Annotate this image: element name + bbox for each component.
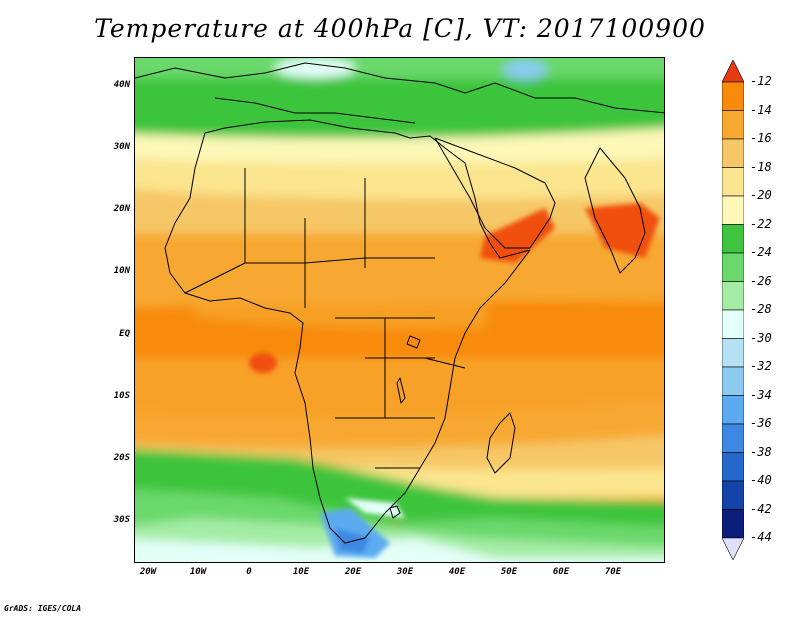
colorbar-swatch xyxy=(722,81,744,111)
colorbar-label: -40 xyxy=(750,473,772,487)
lon-label-40e: 40E xyxy=(448,567,466,577)
colorbar-swatch xyxy=(722,480,744,510)
colorbar-swatch xyxy=(722,309,744,339)
colorbar-swatch xyxy=(722,252,744,282)
colorbar-swatch xyxy=(722,395,744,425)
lon-label-60e: 60E xyxy=(552,567,570,577)
colorbar-label: -16 xyxy=(750,131,772,145)
colorbar-label: -12 xyxy=(750,74,772,88)
colorbar-swatch xyxy=(722,195,744,225)
chart-title: Temperature at 400hPa [C], VT: 201710090… xyxy=(94,14,706,43)
colorbar-label: -38 xyxy=(750,444,772,459)
lat-label-40n: 40N xyxy=(113,80,130,90)
lon-label-0: 0 xyxy=(246,567,252,577)
lat-label-10n: 10N xyxy=(113,266,130,276)
lon-label-50e: 50E xyxy=(500,567,518,577)
colorbar-label: -22 xyxy=(750,216,772,231)
colorbar-swatch xyxy=(722,338,744,368)
colorbar-label: -20 xyxy=(750,188,772,202)
colorbar-label: -32 xyxy=(750,359,772,373)
lat-label-20n: 20N xyxy=(113,204,130,214)
lat-label-30s: 30S xyxy=(113,515,130,525)
colorbar-label: -18 xyxy=(750,159,772,174)
colorbar-swatch xyxy=(722,423,744,453)
colorbar-label: -44 xyxy=(750,530,772,544)
lat-label-10s: 10S xyxy=(113,391,130,401)
colorbar xyxy=(722,60,744,560)
colorbar-swatch xyxy=(722,281,744,311)
colorbar-swatch xyxy=(722,452,744,482)
lon-label-20w: 20W xyxy=(139,567,157,577)
lon-label-30e: 30E xyxy=(396,567,414,577)
colorbar-bottom-arrow xyxy=(722,537,744,560)
lon-label-10w: 10W xyxy=(189,567,207,577)
lat-label-30n: 30N xyxy=(113,142,130,152)
lat-label-eq: EQ xyxy=(119,329,130,339)
colorbar-swatch xyxy=(722,138,744,168)
colorbar-swatch xyxy=(722,509,744,539)
lon-label-10e: 10E xyxy=(292,567,310,577)
colorbar-label: -42 xyxy=(750,501,772,516)
grads-footer: GrADS: IGES/COLA xyxy=(4,604,82,613)
colorbar-swatch xyxy=(722,110,744,140)
colorbar-label: -36 xyxy=(750,416,772,430)
colorbar-label: -30 xyxy=(750,330,772,345)
colorbar-swatch xyxy=(722,167,744,197)
colorbar-label: -24 xyxy=(750,245,772,259)
colorbar-swatch xyxy=(722,366,744,396)
colorbar-label: -34 xyxy=(750,387,772,402)
colorbar-label: -26 xyxy=(750,273,772,288)
colorbar-label: -28 xyxy=(750,302,772,316)
temperature-map xyxy=(134,57,665,563)
colorbar-top-arrow xyxy=(722,60,744,83)
colorbar-label: -14 xyxy=(750,102,772,117)
temperature-field xyxy=(135,58,664,562)
lat-label-20s: 20S xyxy=(113,453,130,463)
coastline-outline xyxy=(135,62,664,544)
lon-label-20e: 20E xyxy=(344,567,362,577)
lon-label-70e: 70E xyxy=(604,567,622,577)
colorbar-swatch xyxy=(722,224,744,254)
